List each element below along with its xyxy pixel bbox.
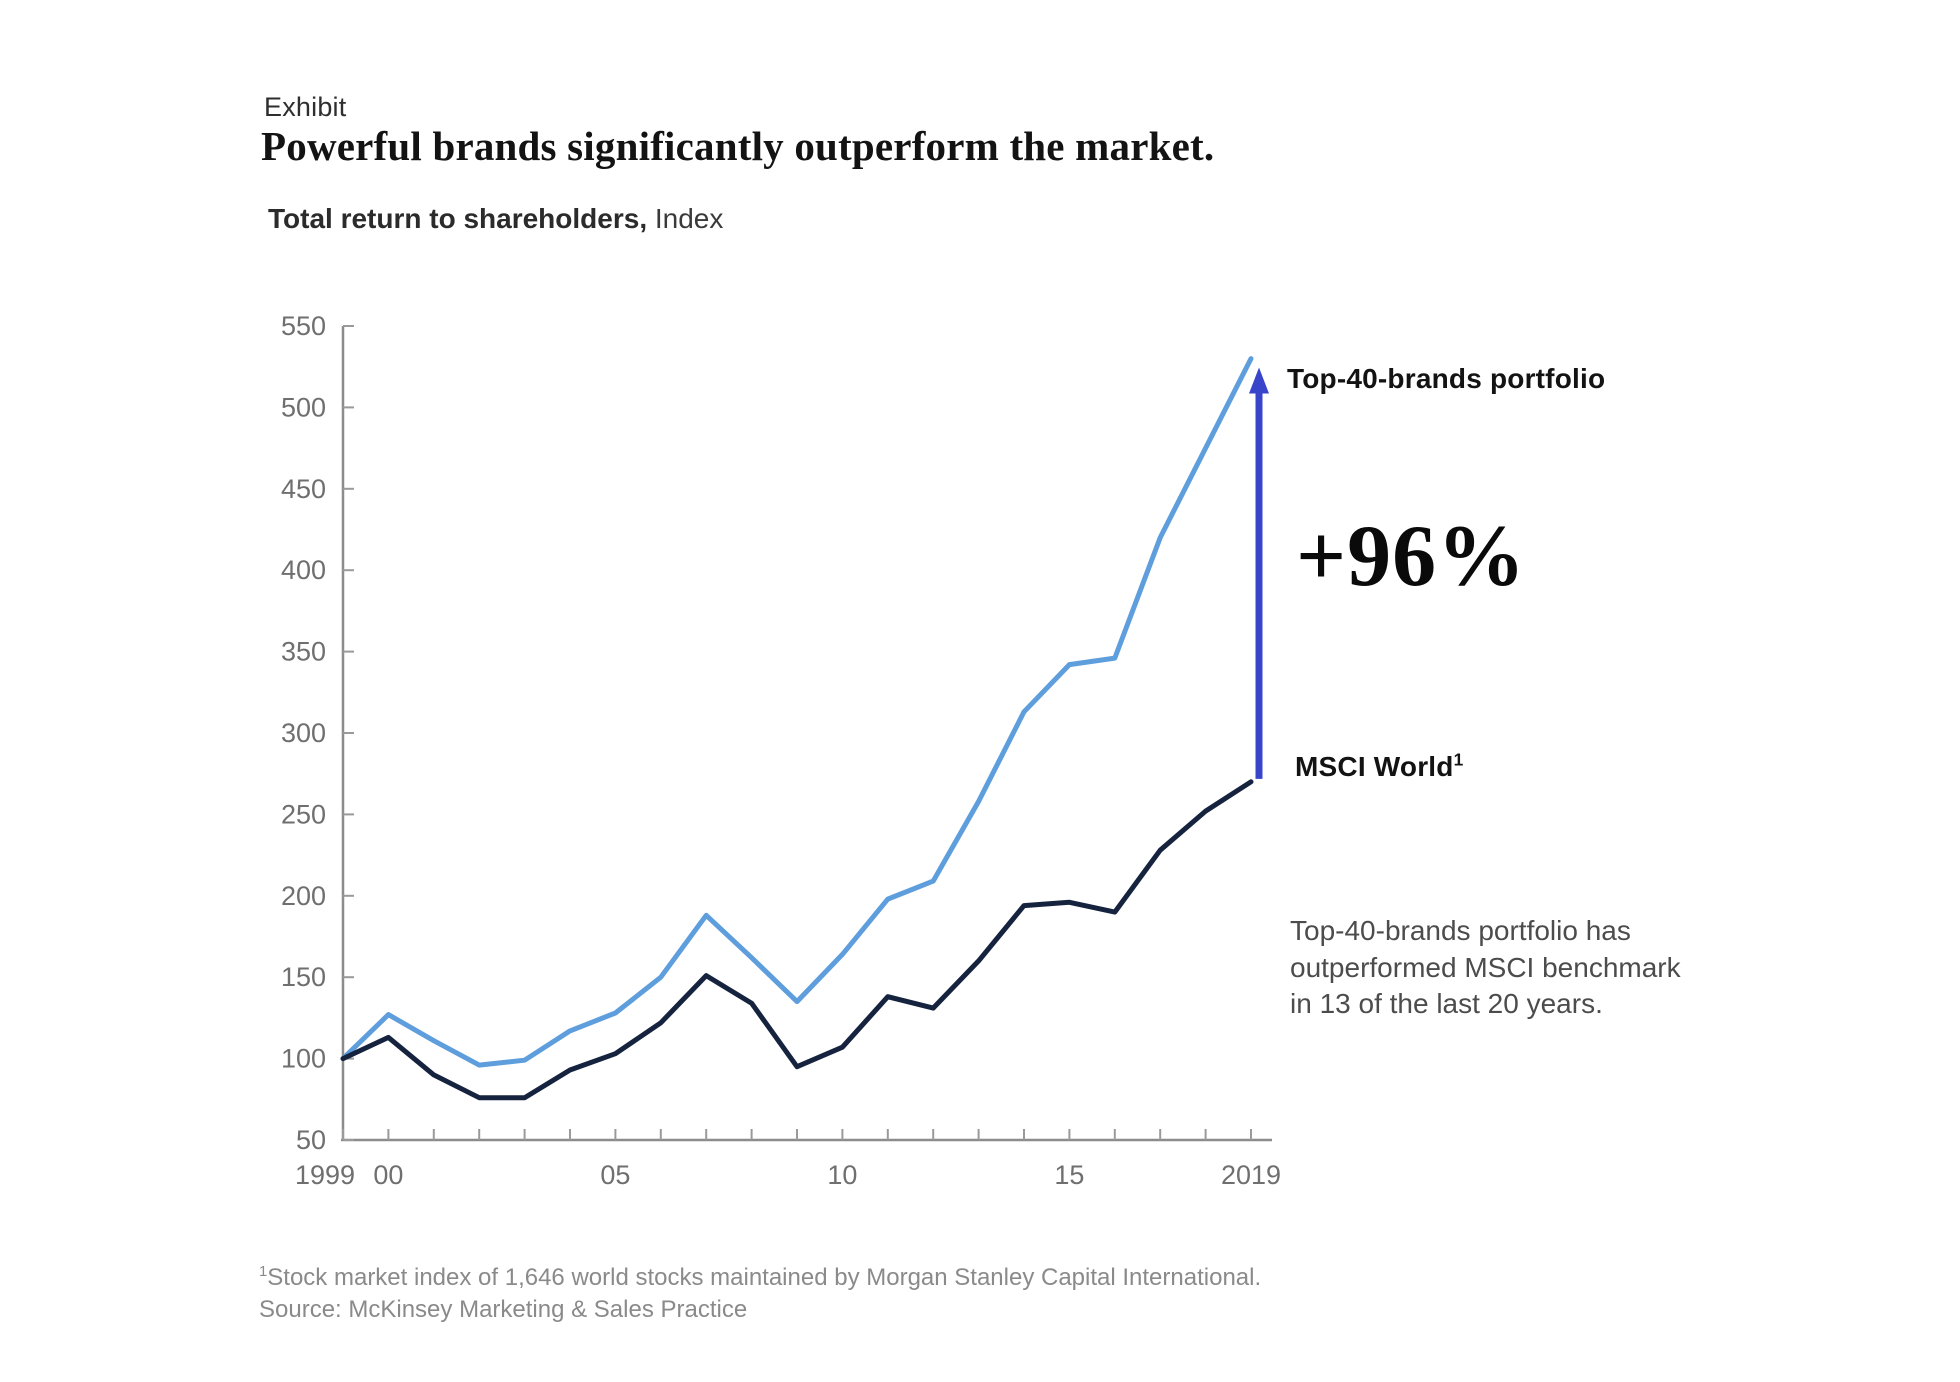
- source-text: Source: McKinsey Marketing & Sales Pract…: [259, 1295, 748, 1323]
- subtitle-unit: Index: [654, 203, 724, 234]
- footnote-text: 1Stock market index of 1,646 world stock…: [259, 1264, 1262, 1291]
- footnote-marker: 1: [259, 1264, 268, 1280]
- msci-footnote-marker: 1: [1453, 749, 1464, 770]
- y-axis-label: 250: [281, 799, 326, 829]
- x-axis-label: 15: [1054, 1160, 1084, 1190]
- y-axis-label: 300: [281, 718, 326, 748]
- top40-series-line: [340, 356, 1254, 1068]
- exhibit-label: Exhibit: [264, 92, 347, 122]
- outperformance-note: Top-40-brands portfolio has outperformed…: [1290, 915, 1681, 1020]
- footnote-block: 1Stock market index of 1,646 world stock…: [259, 1262, 1459, 1326]
- y-axis-label: 50: [296, 1125, 326, 1155]
- x-axis-label: 10: [827, 1160, 857, 1190]
- y-axis-label: 200: [281, 881, 326, 911]
- chart-subtitle: Total return to shareholders, Index: [268, 203, 723, 235]
- y-axis-label: 150: [281, 962, 326, 992]
- delta-percentage-label: +96%: [1296, 508, 1527, 605]
- y-axis-label: 100: [281, 1044, 326, 1074]
- msci-series-line: [340, 779, 1254, 1101]
- y-axis-label: 450: [281, 474, 326, 504]
- x-axis-label: 00: [373, 1160, 403, 1190]
- delta-arrow-head: [1249, 367, 1269, 394]
- y-axis-label: 350: [281, 637, 326, 667]
- page-title: Powerful brands significantly outperform…: [261, 123, 1215, 169]
- subtitle-metric: Total return to shareholders,: [268, 203, 648, 234]
- top40-series-label: Top-40-brands portfolio: [1287, 363, 1606, 394]
- x-axis-label: 2019: [1221, 1160, 1281, 1190]
- x-axis-label: 05: [600, 1160, 630, 1190]
- y-axis-label: 550: [281, 311, 326, 341]
- x-axis-label: 1999: [295, 1160, 355, 1190]
- y-axis-label: 400: [281, 555, 326, 585]
- msci-series-label: MSCI World1: [1295, 749, 1464, 782]
- y-axis-label: 500: [281, 392, 326, 422]
